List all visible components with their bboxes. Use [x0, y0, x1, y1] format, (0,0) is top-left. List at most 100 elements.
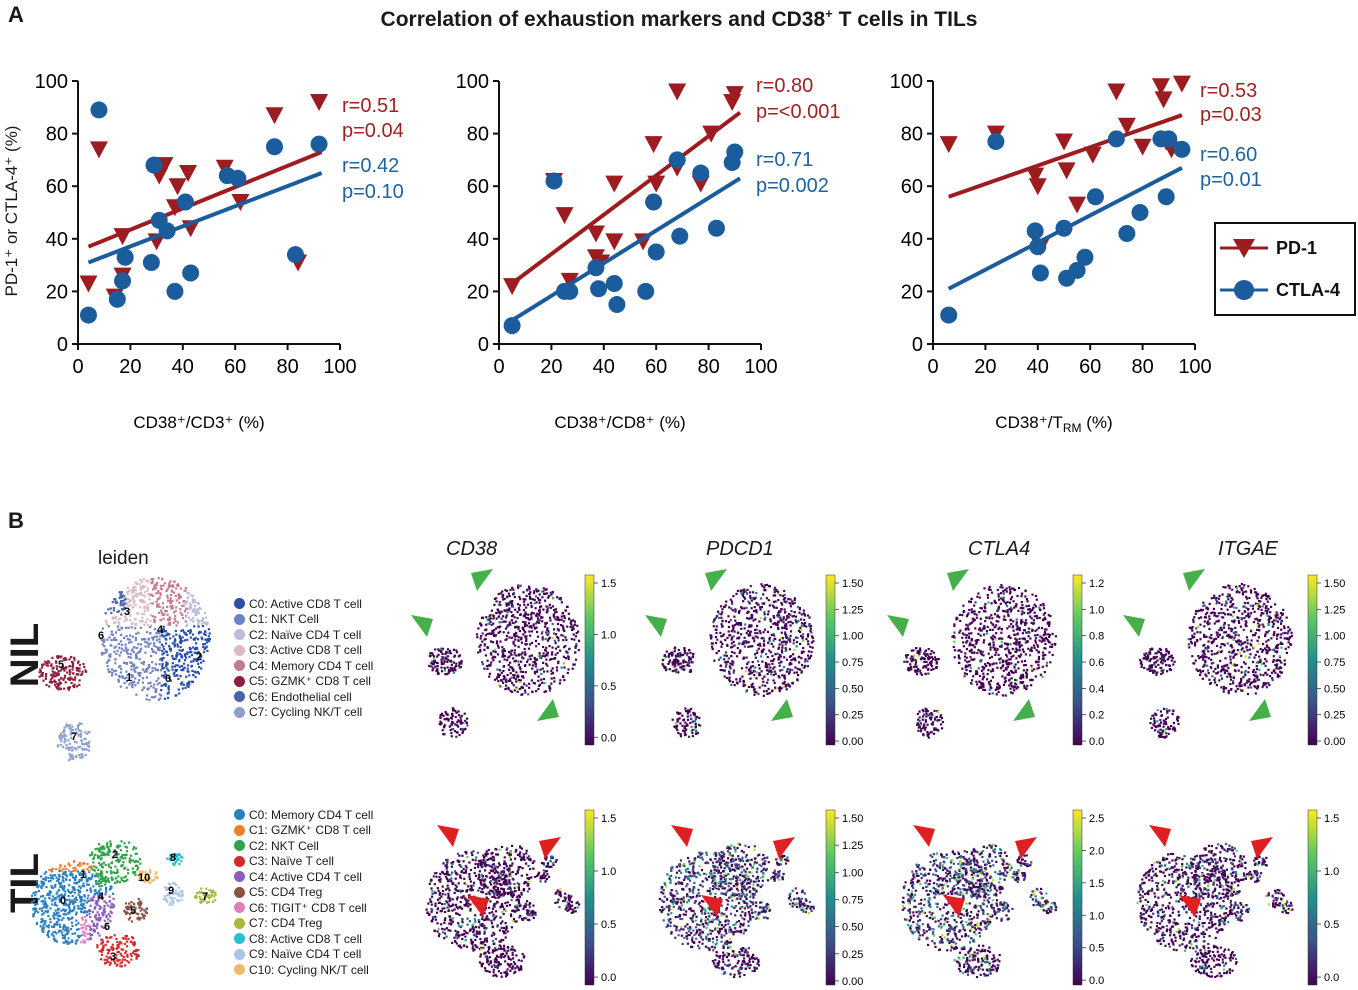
- ctla4-point: [1160, 130, 1178, 148]
- cluster-number-label: 4: [157, 624, 164, 636]
- nil-umap-main: [951, 584, 1057, 697]
- pointer-arrow-icon: [947, 569, 969, 591]
- til-umap-upper: [954, 843, 1013, 898]
- cluster-legend-item: C5: CD4 Treg: [234, 885, 373, 901]
- colorbar-tick-label: 0.5: [601, 681, 616, 693]
- til-colorbar-cd38: 1.5 1.0 0.5 0.0: [584, 809, 616, 986]
- cluster-label: C9: Naïve CD4 T cell: [249, 947, 362, 962]
- ctla4-point: [266, 138, 283, 156]
- pd1-point: [605, 233, 624, 251]
- nil-colorbar-ctla4: 1.2 1.0 0.8 0.6 0.4 0.2 0.0: [1072, 574, 1104, 748]
- cluster-color-dot: [234, 840, 245, 852]
- colorbar-tick-label: 1.5: [601, 578, 616, 590]
- ctla4-point: [726, 143, 744, 161]
- ctla4-point: [692, 164, 710, 182]
- til-umap-itgae: [1136, 825, 1294, 979]
- y-tick-label: 0: [478, 334, 489, 356]
- nil-umap-itgae: [1123, 569, 1294, 739]
- ctla4-point: [647, 243, 665, 261]
- cluster-number-label: 7: [202, 891, 208, 903]
- til-umap-c7: [798, 899, 815, 915]
- pointer-arrow-icon: [1249, 699, 1271, 721]
- pd1-point: [113, 228, 132, 246]
- ctla4-point: [707, 219, 725, 237]
- cluster-legend-item: C6: TIGIT⁺ CD8 T cell: [234, 900, 373, 916]
- colorbar-tick-label: 0.00: [1324, 736, 1345, 748]
- x-tick-label: 100: [744, 356, 777, 378]
- ctla4-point: [158, 222, 176, 240]
- colorbar-tick-label: 0.2: [1089, 710, 1104, 722]
- nil-leiden-main-cluster: [100, 577, 211, 702]
- colorbar-tick-label: 1.50: [1324, 578, 1345, 590]
- ctla4-point: [79, 306, 97, 324]
- cluster-color-dot: [234, 598, 245, 610]
- ctla4-point: [671, 227, 689, 245]
- ctla4-point: [940, 306, 958, 324]
- y-tick-label: 40: [46, 229, 68, 251]
- x-tick-label: 80: [276, 356, 298, 378]
- colorbar-tick-label: 0.50: [1324, 683, 1345, 695]
- pointer-arrow-icon: [943, 895, 965, 917]
- ctla4-point: [182, 264, 200, 282]
- cluster-label: C3: Active CD8 T cell: [249, 643, 362, 658]
- til-umap-c7: [564, 900, 581, 914]
- colorbar-tick-label: 0.0: [601, 732, 616, 744]
- til-umap-c5: [1228, 901, 1251, 922]
- ctla4-point: [1031, 264, 1049, 282]
- y-tick-label: 60: [467, 176, 489, 198]
- x-axis-label: CD38⁺/CD8⁺ (%): [554, 413, 685, 432]
- pointer-arrow-icon: [645, 615, 667, 637]
- colorbar-tick-label: 0.00: [842, 736, 863, 748]
- pd1-point: [586, 225, 605, 243]
- pd1-series: [503, 83, 744, 296]
- ctla4-p-value: p=0.002: [756, 175, 829, 197]
- cluster-number-label: 1: [126, 672, 132, 684]
- colorbar-tick-label: 1.5: [1324, 813, 1339, 825]
- til-umap-cd38: [425, 825, 581, 978]
- til-leiden-c2-cluster: [88, 840, 142, 884]
- x-axis-label-suffix: (%): [1082, 413, 1113, 432]
- colorbar-tick-label: 1.25: [842, 604, 863, 616]
- x-tick-label: 60: [1079, 356, 1101, 378]
- y-tick-label: 40: [901, 229, 923, 251]
- ctla4-point: [145, 156, 163, 174]
- y-tick-label: 20: [467, 281, 489, 303]
- pd1-point: [1151, 78, 1170, 96]
- ctla4-point: [114, 272, 132, 290]
- figure-title: Correlation of exhaustion markers and CD…: [380, 6, 978, 31]
- pd1-point: [503, 278, 522, 296]
- til-umap-c5: [750, 901, 772, 921]
- nil-umap-bottom: [1149, 707, 1180, 739]
- colorbar-tick-label: 0.0: [601, 972, 616, 984]
- cluster-color-dot: [234, 824, 245, 836]
- cluster-color-dot: [234, 855, 245, 867]
- gene-header-cd38: CD38: [446, 538, 498, 560]
- colorbar-tick-label: 2.0: [1089, 845, 1104, 857]
- til-umap-c9: [787, 887, 807, 908]
- pd1-point: [939, 136, 958, 154]
- pd1-point: [1028, 178, 1047, 196]
- pointer-arrow-icon: [913, 825, 935, 847]
- nil-colorbar-itgae: 1.50 1.25 1.00 0.75 0.50 0.25 0.00: [1307, 574, 1345, 748]
- colorbar-gradient: [825, 809, 836, 986]
- x-tick-label: 20: [540, 356, 562, 378]
- pd1-point: [265, 107, 284, 125]
- til-umap-c9: [1265, 888, 1285, 909]
- x-tick-label: 60: [645, 356, 667, 378]
- pd1-point: [168, 178, 187, 196]
- colorbar-tick-label: 0.25: [842, 710, 863, 722]
- til-umap-c10: [536, 869, 551, 883]
- legend-pd1: PD-1: [1216, 230, 1354, 266]
- pd1-series: [79, 94, 329, 306]
- colorbar-tick-label: 0.50: [842, 922, 863, 934]
- til-leiden-c7-cluster: [194, 887, 217, 904]
- pd1-point: [1026, 167, 1045, 185]
- leiden-title: leiden: [98, 548, 149, 569]
- colorbar-tick-label: 0.0: [1089, 736, 1104, 748]
- y-tick-label: 80: [467, 124, 489, 146]
- cluster-number-label: 7: [71, 731, 77, 743]
- y-tick-label: 60: [46, 176, 68, 198]
- ctla4-point: [108, 290, 126, 308]
- scatter-chart-2: 0 20 40 60 80 100 0 20 40 60 80 100 CD38⁺/CD8⁺ (%) r=…: [456, 71, 841, 432]
- pointer-arrow-icon: [537, 699, 559, 721]
